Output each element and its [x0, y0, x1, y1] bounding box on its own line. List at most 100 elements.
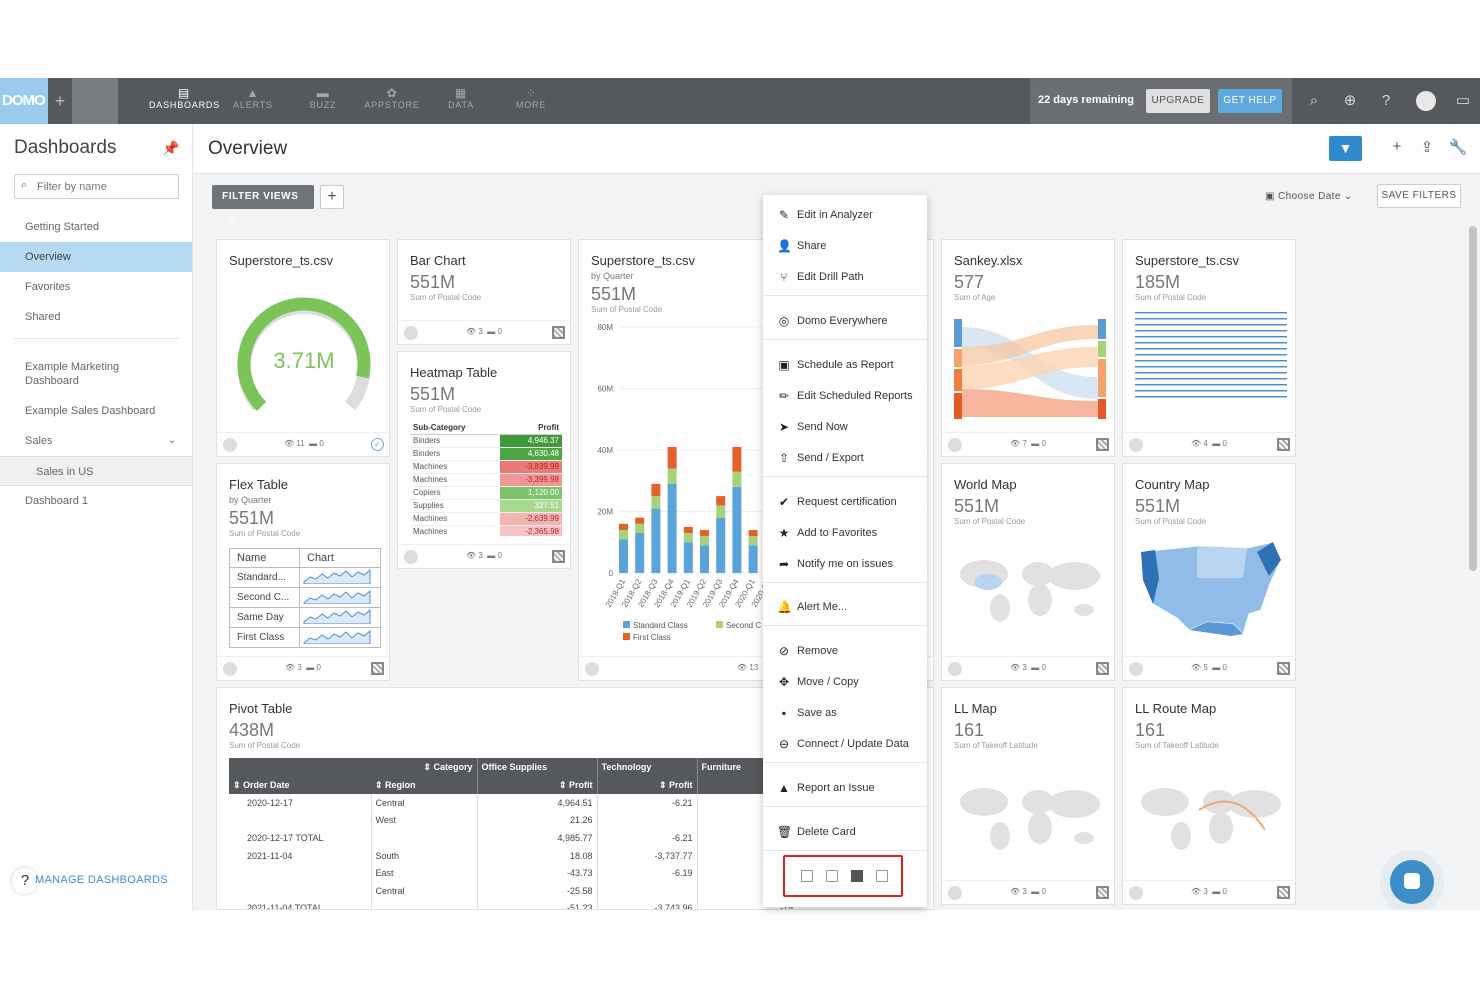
- nav-appstore[interactable]: ✿ APPSTORE: [357, 78, 427, 124]
- bar-segment[interactable]: [732, 486, 742, 573]
- upgrade-button[interactable]: UPGRADE: [1146, 89, 1210, 113]
- bar-segment[interactable]: [635, 533, 645, 573]
- size-option-small[interactable]: [801, 870, 813, 882]
- pivot-category-header[interactable]: ⇕ Category: [371, 758, 477, 776]
- owner-avatar[interactable]: [223, 438, 237, 452]
- dataset-icon[interactable]: [1096, 886, 1109, 899]
- dataset-icon[interactable]: [371, 662, 384, 675]
- owner-avatar[interactable]: [1129, 662, 1143, 676]
- bar-segment[interactable]: [700, 529, 709, 537]
- card-gauge[interactable]: Superstore_ts.csv 3.71M 👁 11 ▬ 0 ✓: [216, 239, 390, 457]
- bar-segment[interactable]: [651, 483, 661, 497]
- sidebar-item-example-sales[interactable]: Example Sales Dashboard: [25, 405, 156, 417]
- bar-segment[interactable]: [700, 545, 709, 573]
- help-question-icon[interactable]: ?: [12, 868, 38, 894]
- dataset-icon[interactable]: [552, 550, 565, 563]
- bar-segment[interactable]: [667, 468, 677, 484]
- owner-avatar[interactable]: [404, 326, 418, 340]
- bar-segment[interactable]: [667, 446, 677, 469]
- bar-segment[interactable]: [732, 471, 742, 487]
- card-world-map[interactable]: World Map 551M Sum of Postal Code 👁 3 ▬ …: [941, 463, 1115, 681]
- pivot-order-date-header[interactable]: ⇕ Order Date: [229, 776, 371, 794]
- menu-item-remove[interactable]: ⊘ Remove: [763, 637, 927, 665]
- bar-segment[interactable]: [748, 545, 758, 573]
- manage-dashboards-link[interactable]: MANAGE DASHBOARDS: [35, 874, 168, 886]
- sidebar-item-overview[interactable]: Overview: [0, 242, 192, 272]
- add-filter-view-button[interactable]: +: [320, 185, 344, 209]
- owner-avatar[interactable]: [1129, 438, 1143, 452]
- bar-segment[interactable]: [748, 536, 758, 546]
- card-flex-table[interactable]: Flex Table by Quarter 551M Sum of Postal…: [216, 463, 390, 681]
- card-country-map[interactable]: Country Map 551M Sum of Postal Code 👁 5 …: [1122, 463, 1296, 681]
- bar-segment[interactable]: [683, 542, 693, 573]
- nav-data[interactable]: ▦ DATA: [426, 78, 496, 124]
- sidebar-item-favorites[interactable]: Favorites: [25, 281, 71, 293]
- help-circle-icon[interactable]: ?: [1381, 92, 1391, 109]
- certified-icon[interactable]: ✓: [371, 438, 384, 451]
- nav-alerts[interactable]: ▲ ALERTS: [218, 78, 288, 124]
- pivot-profit-header[interactable]: ⇕ Profit: [596, 776, 697, 794]
- bar-segment[interactable]: [667, 483, 677, 573]
- bar-segment[interactable]: [619, 529, 628, 540]
- bar-segment[interactable]: [700, 536, 709, 546]
- sidebar-item-sales[interactable]: Sales ⌄: [0, 426, 192, 456]
- menu-item-connect-update-data[interactable]: ⊖ Connect / Update Data: [763, 730, 927, 758]
- bar-segment[interactable]: [635, 517, 645, 524]
- share-export-icon[interactable]: ⇪: [1420, 139, 1434, 156]
- dataset-icon[interactable]: [1277, 438, 1290, 451]
- menu-item-add-to-favorites[interactable]: ★ Add to Favorites: [763, 519, 927, 547]
- bar-segment[interactable]: [748, 529, 758, 537]
- add-circle-icon[interactable]: ⊕: [1343, 92, 1357, 109]
- menu-item-notify-me-on-issues[interactable]: ➦ Notify me on issues: [763, 550, 927, 578]
- filter-button[interactable]: ▼: [1329, 136, 1362, 161]
- domo-logo[interactable]: DOMO: [0, 78, 48, 124]
- size-option-large[interactable]: [851, 870, 863, 882]
- dataset-icon[interactable]: [1277, 886, 1290, 899]
- bar-segment[interactable]: [651, 508, 661, 573]
- menu-item-share[interactable]: 👤 Share: [763, 232, 927, 260]
- sidebar-item-dashboard-1[interactable]: Dashboard 1: [25, 495, 88, 507]
- menu-item-send-export[interactable]: ⇧ Send / Export: [763, 444, 927, 472]
- bar-segment[interactable]: [732, 446, 742, 472]
- dataset-icon[interactable]: [552, 326, 565, 339]
- menu-item-schedule-as-report[interactable]: ▣ Schedule as Report: [763, 351, 927, 379]
- menu-item-send-now[interactable]: ➤ Send Now: [763, 413, 927, 441]
- nav-more[interactable]: ⁘ MORE: [496, 78, 566, 124]
- pin-icon[interactable]: 📌: [162, 140, 180, 156]
- search-icon[interactable]: ⌕: [1309, 92, 1319, 109]
- bar-segment[interactable]: [651, 496, 661, 509]
- sidebar-item-getting-started[interactable]: Getting Started: [25, 221, 99, 233]
- dataset-icon[interactable]: [1096, 438, 1109, 451]
- owner-avatar[interactable]: [948, 662, 962, 676]
- dataset-icon[interactable]: [1277, 662, 1290, 675]
- bar-segment[interactable]: [619, 539, 628, 573]
- bar-segment[interactable]: [683, 533, 693, 543]
- bar-segment[interactable]: [635, 523, 645, 534]
- menu-item-save-as[interactable]: ▪ Save as: [763, 699, 927, 727]
- bar-segment[interactable]: [683, 526, 693, 534]
- scrollbar-thumb[interactable]: [1469, 226, 1477, 571]
- sidebar-item-example-marketing[interactable]: Example Marketing Dashboard: [25, 361, 120, 387]
- menu-item-report-an-issue[interactable]: ▲ Report an Issue: [763, 774, 927, 802]
- menu-item-move-copy[interactable]: ✥ Move / Copy: [763, 668, 927, 696]
- save-filters-button[interactable]: SAVE FILTERS: [1377, 184, 1461, 208]
- size-option-medium[interactable]: [826, 870, 838, 882]
- menu-item-edit-scheduled-reports[interactable]: ✏ Edit Scheduled Reports: [763, 382, 927, 410]
- card-bar-chart[interactable]: Bar Chart 551M Sum of Postal Code 👁 3 ▬ …: [397, 239, 571, 345]
- menu-item-delete-card[interactable]: 🗑 Delete Card: [763, 818, 927, 846]
- add-icon[interactable]: +: [54, 91, 66, 111]
- get-help-button[interactable]: GET HELP: [1218, 89, 1282, 113]
- menu-item-request-certification[interactable]: ✔ Request certification: [763, 488, 927, 516]
- card-ll-route-map[interactable]: LL Route Map 161 Sum of Takeoff Latitude…: [1122, 687, 1296, 905]
- bar-segment[interactable]: [716, 517, 726, 573]
- size-option-xlarge[interactable]: [876, 870, 888, 882]
- dataset-icon[interactable]: [1096, 662, 1109, 675]
- bar-segment[interactable]: [716, 496, 726, 506]
- avatar[interactable]: [1416, 91, 1436, 111]
- pivot-profit-header[interactable]: ⇕ Profit: [476, 776, 597, 794]
- wrench-icon[interactable]: 🔧: [1448, 139, 1468, 156]
- choose-date-dropdown[interactable]: ▣ Choose Date ⌄: [1265, 191, 1353, 202]
- card-heatmap-table[interactable]: Heatmap Table 551M Sum of Postal Code Su…: [397, 351, 571, 569]
- owner-avatar[interactable]: [948, 886, 962, 900]
- menu-item-domo-everywhere[interactable]: ◎ Domo Everywhere: [763, 307, 927, 335]
